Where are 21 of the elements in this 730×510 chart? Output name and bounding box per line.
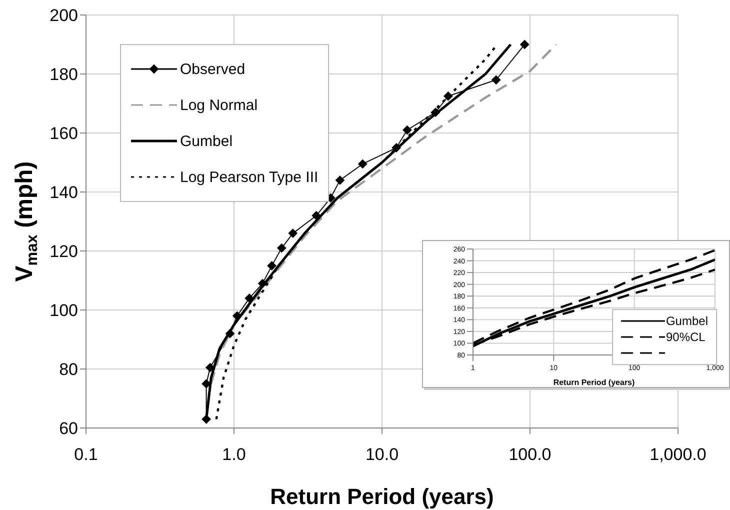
y-tick-label: 160 [50,124,78,144]
legend-label: Gumbel [666,314,708,328]
y-tick-label: 120 [50,242,78,262]
y-tick-label: 60 [59,419,78,438]
y-tick-label: 180 [50,65,78,84]
x-tick-label: 1.0 [222,445,246,464]
x-tick-label: 100.0 [508,445,552,464]
y-tick-label: 140 [50,183,78,202]
legend-label: Gumbel [180,132,233,150]
y-tick-label: 200 [50,6,78,26]
legend-label: Log Pearson Type III [180,168,318,186]
x-axis-title: Return Period (years) [553,378,636,387]
x-axis-title: Return Period (years) [270,484,494,509]
x-tick-label: 10.0 [365,445,399,464]
legend-label: 90%CL [666,330,706,344]
x-tick-label: 0.1 [74,445,98,464]
x-tick-label: 1,000.0 [650,445,706,464]
legend-label: Observed [180,60,246,78]
y-tick-label: 100 [50,301,78,320]
y-tick-label: 80 [59,360,78,380]
legend-label: Log Normal [180,96,258,114]
